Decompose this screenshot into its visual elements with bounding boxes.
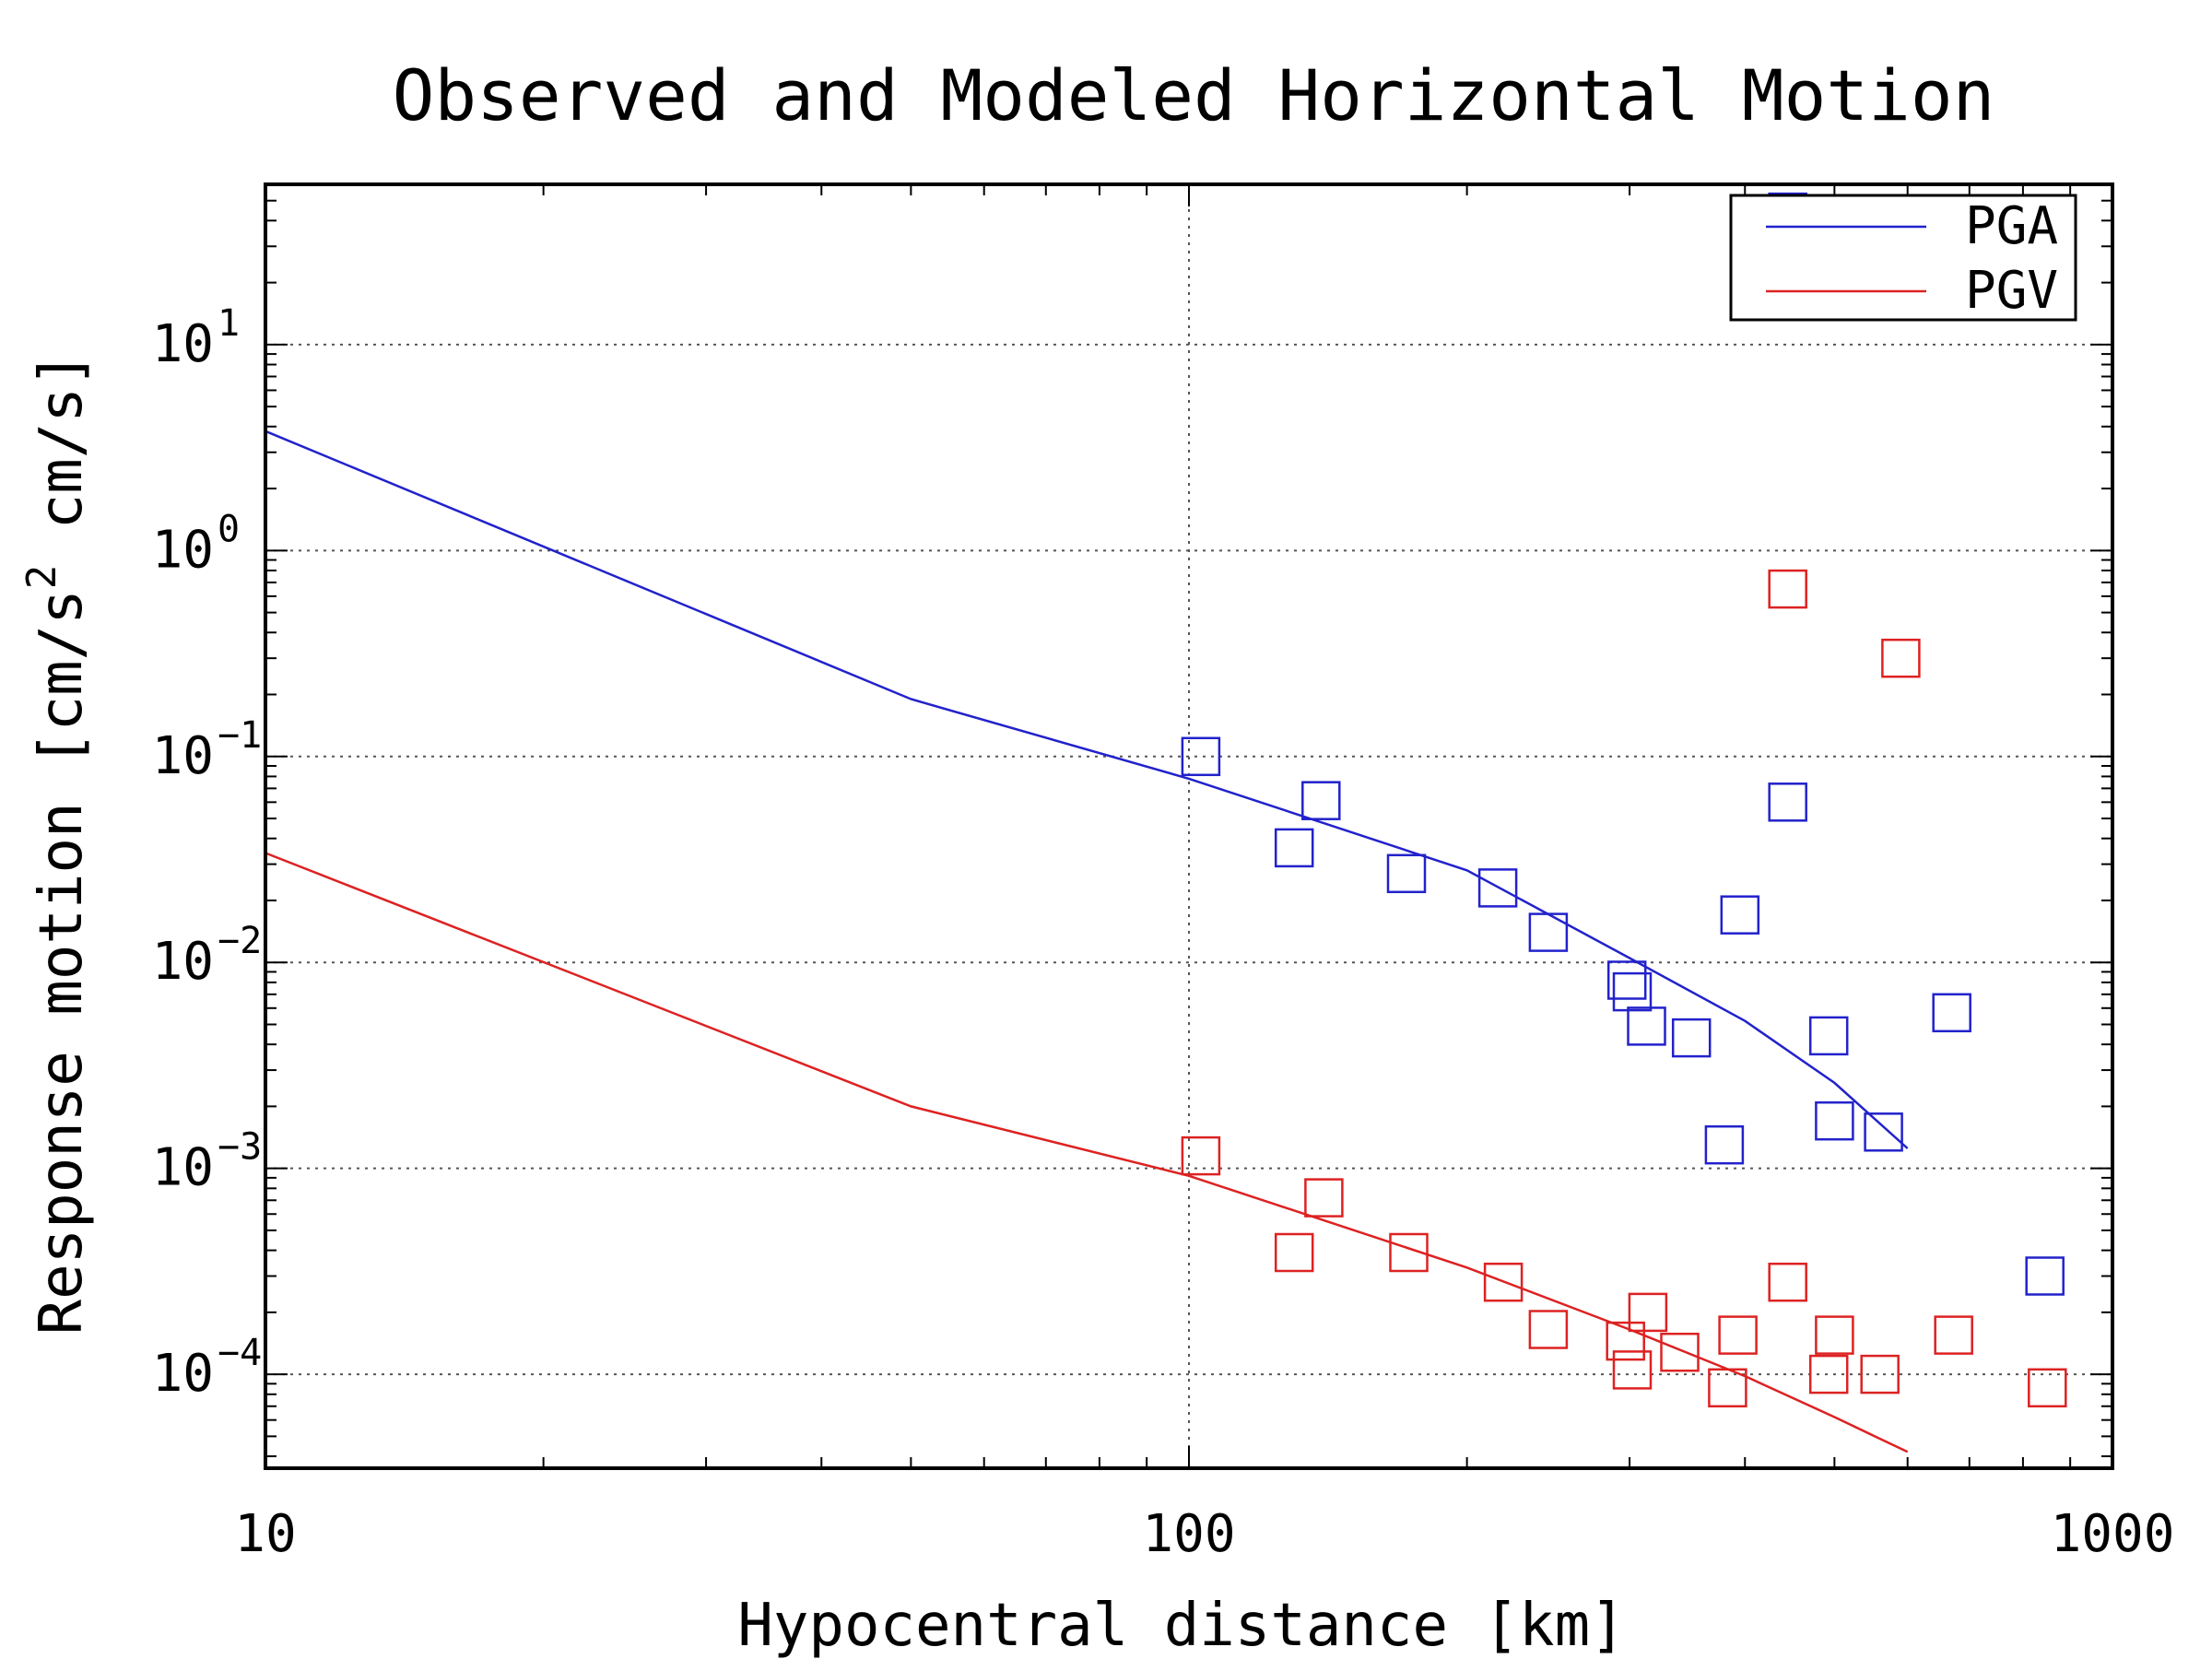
pgv-observed-point [1815,1315,1854,1355]
pga-observed-point [1386,853,1427,894]
x-tick-label: 10 [234,1504,296,1564]
pga-observed-point [1301,781,1341,820]
pga-observed-point [1768,782,1807,822]
pga-observed-point [1671,1018,1712,1058]
x-tick-label: 100 [1142,1504,1235,1564]
pgv-observed-point [1628,1292,1668,1333]
pgv-observed-point [1304,1178,1344,1218]
y-tick-exponent: −4 [218,1332,262,1374]
x-tick-label: 1000 [2051,1504,2175,1564]
x-axis-label: Hypocentral distance [km] [737,1592,1625,1659]
y-tick-label: 10 [152,726,214,786]
y-tick-exponent: −1 [218,714,262,757]
pgv-observed-point [1528,1310,1569,1349]
pga-observed-point [1606,960,1647,1000]
y-tick-exponent: 0 [218,508,240,550]
y-axis-label: Response motion [cm/s2 cm/s] [18,352,96,1335]
pgv-observed-point [1708,1368,1747,1408]
grid [265,184,2112,1468]
pga-observed-point [1864,1112,1903,1152]
pgv-observed-point [2028,1368,2067,1408]
pgv-observed-point [1389,1232,1429,1273]
legend-label-pgv: PGV [1965,261,2058,321]
y-tick-label: 10 [152,932,214,992]
pgv-observed-point [1718,1315,1758,1355]
pga-observed-point [1477,868,1518,908]
pgv-observed-point [1660,1332,1700,1372]
y-tick-label: 10 [152,314,214,374]
pgv-observed-point [1483,1262,1524,1302]
pga-observed-point [2025,1256,2065,1296]
pga-observed-point [1612,971,1653,1012]
pgv-observed-point [1881,638,1921,678]
pga-observed-point [1274,828,1314,868]
y-tick-label: 10 [152,1138,214,1198]
axes [264,182,2114,1470]
pga-observed-point [1932,993,1971,1033]
y-tick-exponent: 1 [218,302,240,345]
legend-label-pga: PGA [1965,196,2058,256]
pga-observed-point [1528,912,1569,952]
data-points [1181,192,2067,1408]
pga-observed-point [1808,1016,1849,1056]
pga-observed-point [1181,736,1221,777]
pgv-observed-point [1181,1135,1221,1176]
model-lines [265,429,1909,1453]
pgv-observed-point [1768,569,1807,609]
pgv-observed-point [1768,1262,1807,1302]
pgv-observed-point [1808,1354,1849,1394]
pga-observed-point [1720,895,1760,935]
y-tick-label: 10 [152,520,214,580]
pgv-observed-point [1274,1232,1314,1273]
pgv-model-line [265,852,1909,1453]
legend-box [1729,194,2077,322]
chart-title: Observed and Modeled Horizontal Motion [393,54,1995,136]
y-tick-exponent: −3 [218,1126,262,1169]
pgv-observed-point [1612,1350,1653,1390]
y-tick-exponent: −2 [218,920,262,962]
pgv-observed-point [1860,1354,1900,1394]
pga-model-line [265,429,1909,1149]
pga-observed-point [1627,1006,1666,1046]
pga-observed-point [1704,1124,1745,1165]
y-tick-label: 10 [152,1344,214,1404]
pga-observed-point [1815,1100,1854,1141]
pgv-observed-point [1606,1321,1645,1361]
pgv-observed-point [1934,1315,1973,1355]
